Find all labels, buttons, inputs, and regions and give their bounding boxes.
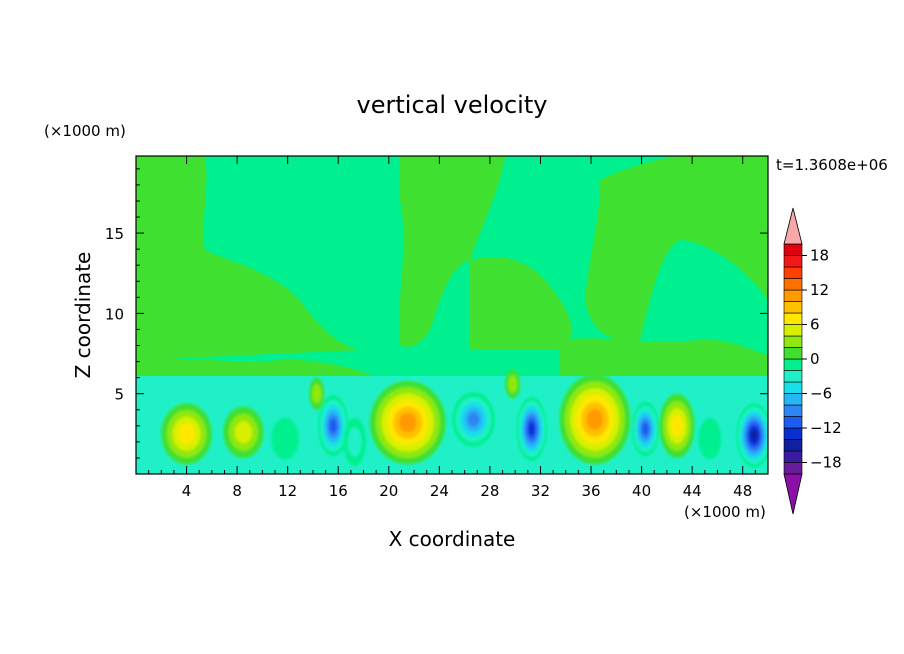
colorbar-tick-label: 18 — [810, 247, 829, 265]
chart-title: vertical velocity — [357, 91, 548, 119]
y-tick-label: 15 — [105, 225, 124, 243]
colorbar-bin — [783, 439, 803, 452]
y-axis-label: Z coordinate — [71, 252, 95, 379]
contour-level — [399, 412, 417, 433]
y-tick-label: 10 — [105, 305, 124, 323]
upper-regime-patches — [136, 156, 768, 380]
colorbar: 18 12 6 0 −6 −12 −18 — [783, 207, 842, 515]
contour-level — [178, 423, 195, 445]
colorbar-bin — [783, 301, 803, 314]
velocity-cells — [161, 369, 768, 468]
colorbar-bin — [783, 462, 803, 475]
colorbar-bin — [783, 324, 803, 337]
colorbar-bin — [783, 289, 803, 302]
x-tick-label: 48 — [733, 482, 752, 500]
upper-patch — [136, 156, 360, 360]
contour-level — [528, 422, 535, 436]
colorbar-bin — [783, 255, 803, 268]
colorbar-bin — [783, 404, 803, 417]
contour-level — [312, 384, 322, 404]
contour-level — [467, 411, 480, 427]
contour-level — [508, 375, 518, 393]
x-tick-label: 24 — [430, 482, 449, 500]
x-tick-label: 36 — [581, 482, 600, 500]
contour-level — [698, 417, 722, 460]
colorbar-bin — [783, 393, 803, 406]
velocity-cell — [271, 417, 300, 460]
contour-level — [642, 422, 649, 436]
x-tick-label: 32 — [531, 482, 550, 500]
velocity-cell — [659, 393, 695, 458]
contour-level — [271, 417, 300, 460]
colorbar-bin — [783, 427, 803, 440]
colorbar-bin — [783, 335, 803, 348]
x-axis-label: X coordinate — [389, 527, 516, 551]
y-tick-label: 5 — [114, 386, 124, 404]
contour-level — [329, 418, 337, 433]
colorbar-bin — [783, 347, 803, 360]
upper-patch — [470, 257, 572, 350]
colorbar-bin — [783, 416, 803, 429]
contour-level — [750, 429, 758, 442]
x-tick-label: 40 — [632, 482, 651, 500]
x-tick-label: 28 — [480, 482, 499, 500]
velocity-cell — [318, 395, 349, 457]
upper-patch — [585, 156, 768, 341]
colorbar-tick-label: 12 — [810, 281, 829, 299]
velocity-cell — [559, 374, 631, 465]
x-tick-label: 12 — [278, 482, 297, 500]
velocity-cell — [631, 401, 660, 457]
velocity-cell — [343, 417, 367, 466]
velocity-cell — [516, 396, 547, 462]
y-ticks: 5 10 15 — [105, 168, 768, 459]
upper-patch — [398, 156, 505, 347]
colorbar-bin — [783, 358, 803, 371]
colorbar-under-arrow — [783, 473, 803, 515]
time-label: t=1.3608e+06 — [776, 156, 888, 174]
colorbar-bin — [783, 381, 803, 394]
x-tick-label: 8 — [232, 482, 242, 500]
colorbar-tick-label: −6 — [810, 385, 832, 403]
velocity-cell — [223, 406, 264, 458]
contour-level — [347, 427, 362, 457]
x-unit-label: (×1000 m) — [684, 503, 766, 521]
contour-level — [234, 421, 253, 444]
velocity-cell — [505, 369, 521, 399]
velocity-cell — [736, 403, 768, 468]
colorbar-over-arrow — [783, 207, 803, 245]
colorbar-bin — [783, 450, 803, 463]
colorbar-bin — [783, 278, 803, 291]
velocity-cell — [309, 377, 325, 410]
colorbar-bin — [783, 266, 803, 279]
velocity-cell — [369, 380, 446, 465]
x-tick-label: 44 — [683, 482, 702, 500]
colorbar-bin — [783, 243, 803, 256]
colorbar-tick-label: 6 — [810, 316, 820, 334]
velocity-cell — [452, 392, 495, 447]
x-tick-label: 16 — [329, 482, 348, 500]
plot-area — [136, 156, 768, 474]
colorbar-bin — [783, 370, 803, 383]
colorbar-tick-label: 0 — [810, 350, 820, 368]
contour-level — [671, 415, 683, 437]
colorbar-tick-label: −18 — [810, 454, 842, 472]
x-tick-label: 4 — [182, 482, 192, 500]
upper-patch — [136, 358, 380, 380]
contour-level — [586, 409, 603, 430]
colorbar-bin — [783, 312, 803, 325]
y-unit-label: (×1000 m) — [44, 122, 126, 140]
colorbar-tick-label: −12 — [810, 419, 842, 437]
velocity-cell — [698, 417, 722, 460]
upper-patch — [560, 338, 768, 378]
x-tick-label: 20 — [379, 482, 398, 500]
x-ticks: 4 8 12 16 20 24 28 32 36 40 44 48 — [148, 156, 756, 500]
velocity-cell — [161, 403, 212, 465]
